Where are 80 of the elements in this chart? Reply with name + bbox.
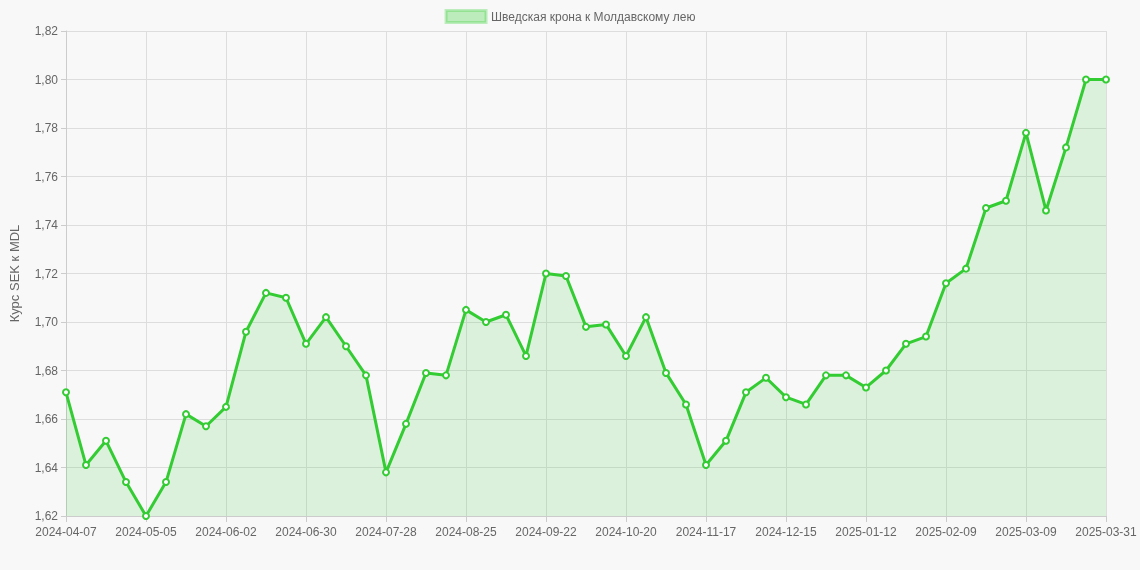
point xyxy=(942,279,950,288)
y-tick-label: 1,74 xyxy=(34,218,59,232)
point xyxy=(902,339,910,348)
point xyxy=(882,366,890,375)
point xyxy=(822,371,830,380)
legend-label: Шведская крона к Молдавскому лею xyxy=(491,9,696,24)
point xyxy=(462,305,470,314)
y-axis-title: Курс SEK к MDL xyxy=(7,224,22,323)
x-tick-label: 2024-12-15 xyxy=(755,525,818,539)
x-tick-label: 2025-03-31 xyxy=(1075,525,1138,539)
point xyxy=(602,320,610,329)
x-tick-label: 2025-03-09 xyxy=(995,525,1058,539)
point xyxy=(402,419,410,428)
point xyxy=(702,461,710,470)
point xyxy=(1042,206,1050,215)
point xyxy=(362,371,370,380)
point xyxy=(422,368,430,377)
point xyxy=(182,410,190,419)
point xyxy=(482,318,490,326)
y-tick-label: 1,68 xyxy=(34,363,59,378)
y-tick-label: 1,82 xyxy=(34,24,59,38)
x-tick-label: 2024-07-28 xyxy=(355,525,418,539)
x-tick-label: 2024-06-30 xyxy=(275,525,338,539)
point xyxy=(382,468,390,477)
point xyxy=(1082,75,1090,84)
point xyxy=(802,400,810,409)
y-tick-label: 1,78 xyxy=(34,121,59,135)
point xyxy=(742,388,750,397)
point xyxy=(1002,196,1010,205)
point xyxy=(322,313,330,322)
point xyxy=(582,322,590,331)
point xyxy=(1102,75,1110,84)
point xyxy=(122,478,130,487)
point xyxy=(82,461,90,470)
point xyxy=(722,436,730,445)
point xyxy=(142,512,150,520)
point xyxy=(922,332,930,341)
point xyxy=(762,373,770,382)
point xyxy=(222,402,230,411)
point xyxy=(162,478,170,487)
point xyxy=(962,264,970,273)
y-tick-label: 1,62 xyxy=(34,509,59,523)
x-tick-label: 2024-11-17 xyxy=(675,525,737,539)
point xyxy=(622,351,630,360)
x-tick-label: 2024-04-07 xyxy=(35,525,98,539)
point xyxy=(982,204,990,213)
y-tick-label: 1,64 xyxy=(34,460,59,475)
x-tick-label: 2024-05-05 xyxy=(115,525,178,539)
y-tick-label: 1,70 xyxy=(34,315,59,329)
point xyxy=(562,271,570,280)
point xyxy=(662,368,670,377)
point xyxy=(862,383,870,392)
point xyxy=(782,393,790,402)
point xyxy=(682,400,690,409)
point xyxy=(642,313,650,322)
point xyxy=(542,269,550,278)
point xyxy=(242,327,250,336)
x-tick-label: 2025-01-12 xyxy=(835,525,898,539)
y-tick-label: 1,80 xyxy=(34,72,59,87)
x-tick-label: 2024-06-02 xyxy=(195,525,258,539)
x-tick-label: 2024-08-25 xyxy=(435,525,498,539)
x-tick-label: 2024-10-20 xyxy=(595,525,658,539)
point xyxy=(202,422,210,431)
point xyxy=(102,436,110,445)
x-tick-label: 2025-02-09 xyxy=(915,525,978,539)
point xyxy=(262,288,270,297)
point xyxy=(502,310,510,319)
point xyxy=(442,371,450,380)
y-tick-label: 1,76 xyxy=(34,169,59,184)
point xyxy=(342,342,350,351)
point xyxy=(1062,143,1070,152)
point xyxy=(62,388,70,397)
point xyxy=(522,351,530,360)
point xyxy=(302,339,310,348)
y-tick-label: 1,66 xyxy=(34,412,59,426)
point xyxy=(1022,128,1030,137)
point xyxy=(282,293,290,302)
y-tick-label: 1,72 xyxy=(34,266,59,281)
x-tick-label: 2024-09-22 xyxy=(515,525,578,539)
point xyxy=(842,371,850,380)
